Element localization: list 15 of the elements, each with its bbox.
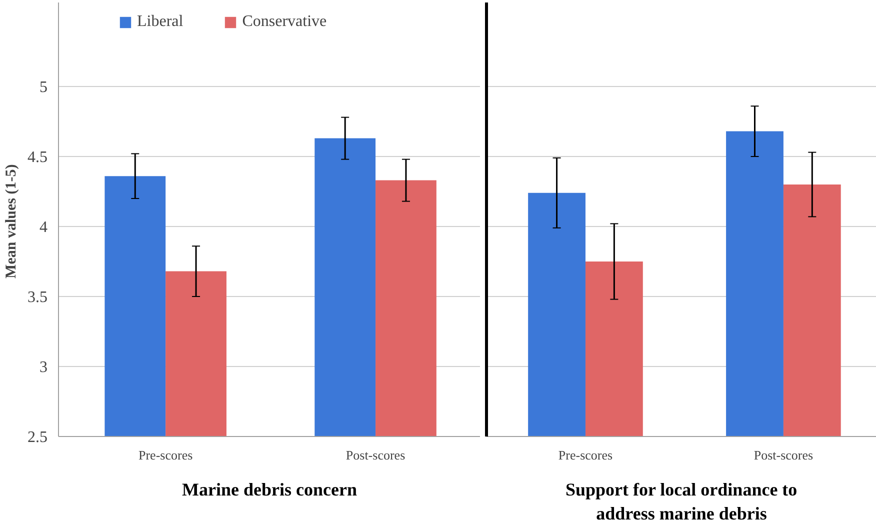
y-tick-label: 2.5 — [28, 429, 48, 446]
x-axis-title: Marine debris concern — [182, 480, 357, 500]
x-axis-title: Support for local ordinance to address marine debris — [566, 480, 798, 524]
x-tick-label: Pre-scores — [558, 448, 613, 462]
x-tick-label: Pre-scores — [138, 448, 193, 462]
y-tick-label: 3 — [40, 359, 48, 376]
y-axis-title: Mean values (1-5) — [4, 164, 20, 278]
x-tick-label: Post-scores — [754, 448, 814, 462]
y-tick-label: 3.5 — [28, 289, 48, 306]
x-tick-label: Post-scores — [346, 448, 406, 462]
legend-label: Conservative — [242, 13, 327, 31]
y-tick-label: 4 — [40, 219, 48, 236]
y-tick-label: 4.5 — [28, 149, 48, 166]
legend-label: Liberal — [137, 13, 184, 31]
y-tick-label: 5 — [40, 79, 48, 96]
